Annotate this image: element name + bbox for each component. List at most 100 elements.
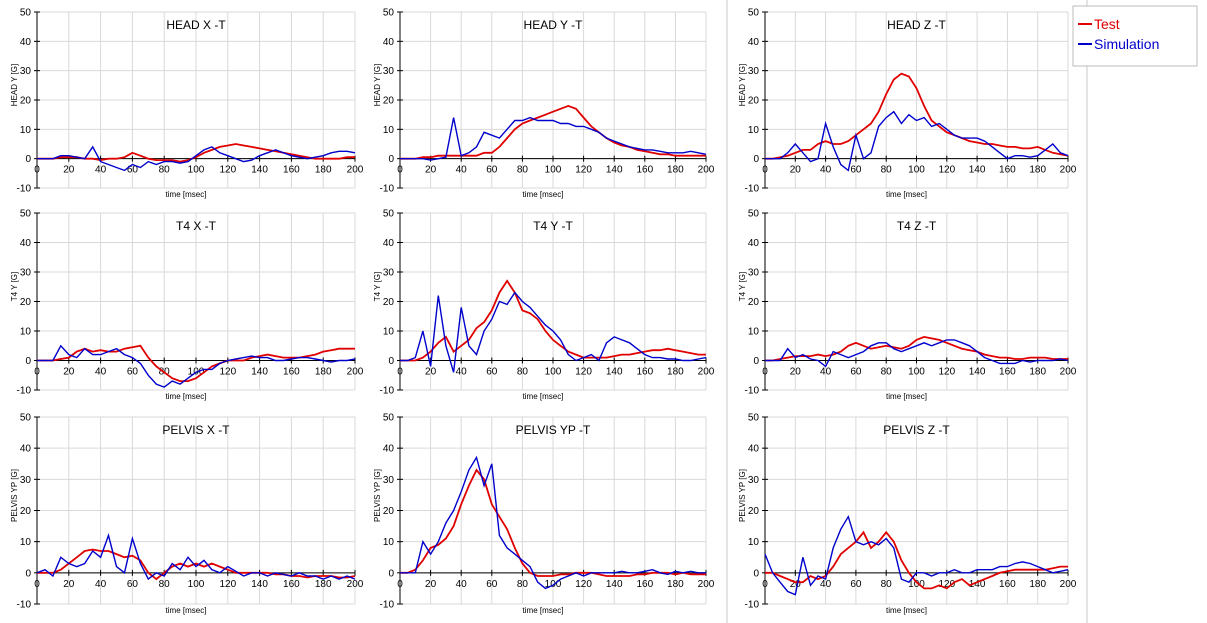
series-line [400, 279, 706, 362]
x-tick-label: 200 [698, 165, 715, 176]
x-tick-label: 200 [1060, 367, 1077, 378]
x-tick-label: 80 [881, 579, 893, 590]
y-tick-label: 50 [20, 413, 32, 424]
x-tick-label: 20 [425, 165, 437, 176]
y-tick-label: 0 [388, 154, 394, 165]
x-tick-label: 180 [1029, 367, 1046, 378]
x-tick-label: 20 [63, 165, 75, 176]
y-tick-label: 20 [383, 96, 395, 107]
y-tick-label: -10 [17, 386, 32, 397]
x-tick-label: 120 [938, 579, 955, 590]
x-tick-label: 40 [820, 165, 832, 176]
x-tick-label: 160 [283, 579, 300, 590]
x-axis-label: time [msec] [523, 392, 564, 401]
y-tick-label: -10 [17, 184, 32, 195]
x-axis-label: time [msec] [166, 392, 207, 401]
y-tick-label: 0 [388, 568, 394, 579]
x-tick-label: 20 [790, 579, 802, 590]
y-tick-label: 40 [20, 37, 32, 48]
x-tick-label: 140 [606, 367, 623, 378]
x-tick-label: 60 [127, 367, 139, 378]
x-tick-label: 140 [969, 165, 986, 176]
chart-title: PELVIS X -T [162, 423, 230, 437]
y-tick-label: -10 [745, 184, 760, 195]
x-tick-label: 200 [347, 367, 364, 378]
series-line [37, 145, 356, 172]
x-tick-label: 60 [850, 579, 862, 590]
x-tick-label: 120 [219, 367, 236, 378]
x-tick-label: 180 [667, 579, 684, 590]
x-tick-label: 180 [1029, 579, 1046, 590]
y-tick-label: 50 [383, 413, 395, 424]
y-tick-label: 10 [748, 537, 760, 548]
y-tick-label: -10 [380, 600, 395, 611]
y-tick-label: 50 [748, 8, 760, 19]
series-line [400, 116, 707, 161]
y-tick-label: 0 [753, 568, 759, 579]
y-tick-label: 40 [748, 444, 760, 455]
x-axis-label: time [msec] [166, 190, 207, 199]
y-tick-label: 30 [20, 268, 32, 279]
x-tick-label: 60 [486, 367, 498, 378]
x-tick-label: 0 [762, 579, 768, 590]
y-tick-label: 20 [748, 96, 760, 107]
x-axis-label: time [msec] [166, 606, 207, 615]
y-tick-label: 10 [748, 125, 760, 136]
y-tick-label: 0 [25, 154, 31, 165]
x-tick-label: 0 [397, 367, 403, 378]
x-tick-label: 60 [127, 165, 139, 176]
series-line [765, 335, 1068, 362]
y-axis-label: PELVIS YP [G] [10, 469, 19, 522]
y-axis-label: HEAD Y [G] [738, 64, 747, 106]
x-tick-label: 40 [820, 579, 832, 590]
x-tick-label: 60 [850, 367, 862, 378]
y-tick-label: 10 [20, 327, 32, 338]
x-axis-label: time [msec] [886, 190, 927, 199]
x-tick-label: 20 [790, 367, 802, 378]
y-tick-label: -10 [17, 600, 32, 611]
chart-title: PELVIS Z -T [883, 423, 950, 437]
x-tick-label: 0 [397, 165, 403, 176]
x-tick-label: 180 [315, 367, 332, 378]
y-tick-label: 30 [383, 268, 395, 279]
x-axis-label: time [msec] [523, 190, 564, 199]
y-tick-label: 40 [383, 37, 395, 48]
series-line [400, 291, 707, 373]
y-tick-label: 20 [20, 506, 32, 517]
y-tick-label: 50 [20, 209, 32, 220]
y-tick-label: 0 [753, 356, 759, 367]
x-tick-label: 140 [251, 165, 268, 176]
x-tick-label: 160 [636, 367, 653, 378]
x-tick-label: 160 [636, 165, 653, 176]
x-tick-label: 140 [606, 165, 623, 176]
x-tick-label: 0 [34, 367, 40, 378]
y-axis-label: T4 Y [G] [738, 272, 747, 302]
series-line [37, 143, 355, 163]
x-tick-label: 200 [698, 367, 715, 378]
y-axis-label: T4 Y [G] [373, 272, 382, 302]
x-tick-label: 80 [517, 367, 529, 378]
y-tick-label: 10 [748, 327, 760, 338]
series-line [765, 110, 1069, 172]
chart-title: HEAD Y -T [524, 18, 584, 32]
x-axis-label: time [msec] [523, 606, 564, 615]
series-line [400, 104, 706, 160]
chart-title: T4 X -T [176, 219, 217, 233]
y-tick-label: 50 [748, 413, 760, 424]
x-tick-label: 100 [188, 165, 205, 176]
x-tick-label: 100 [545, 165, 562, 176]
legend-label: Test [1094, 16, 1120, 32]
x-tick-label: 120 [575, 367, 592, 378]
x-tick-label: 160 [999, 367, 1016, 378]
x-tick-label: 180 [667, 165, 684, 176]
x-axis-label: time [msec] [886, 392, 927, 401]
series-line [37, 548, 356, 581]
y-tick-label: 40 [748, 37, 760, 48]
y-tick-label: 40 [748, 238, 760, 249]
x-tick-label: 140 [969, 579, 986, 590]
x-tick-label: 80 [881, 367, 893, 378]
legend-box [1072, 5, 1198, 67]
y-tick-label: 40 [383, 238, 395, 249]
x-tick-label: 80 [159, 579, 171, 590]
